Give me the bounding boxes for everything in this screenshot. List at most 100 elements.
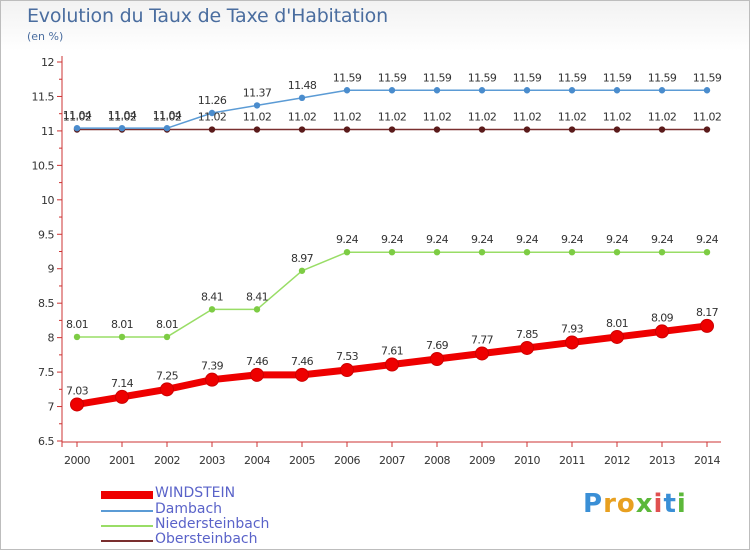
data-label-dambach: 11.59 — [378, 71, 407, 84]
data-label-obersteinbach: 11.02 — [468, 111, 497, 124]
legend-label: WINDSTEIN — [155, 485, 236, 501]
data-point-dambach — [703, 87, 711, 94]
x-tick-label: 2013 — [649, 454, 675, 467]
data-point-niedersteinbach — [613, 248, 621, 256]
data-label-niedersteinbach: 9.24 — [381, 233, 404, 246]
data-point-niedersteinbach — [163, 333, 171, 341]
data-point-dambach — [208, 109, 216, 117]
data-label-windstein: 7.03 — [66, 384, 89, 397]
data-label-dambach: 11.59 — [468, 71, 497, 84]
data-label-windstein: 8.17 — [696, 306, 719, 319]
data-point-obersteinbach — [253, 126, 261, 133]
legend-swatch — [101, 491, 153, 499]
data-label-niedersteinbach: 8.01 — [156, 318, 178, 331]
x-tick-label: 2002 — [154, 454, 180, 467]
data-label-obersteinbach: 11.02 — [558, 111, 587, 124]
y-tick-label: 7.5 — [38, 366, 54, 379]
y-tick-label: 10.5 — [32, 159, 55, 172]
x-tick-label: 2004 — [244, 454, 270, 467]
data-point-windstein — [700, 318, 714, 333]
y-tick-label: 11 — [41, 125, 54, 138]
data-point-dambach — [118, 124, 126, 132]
x-tick-label: 2010 — [514, 454, 540, 467]
data-label-windstein: 8.09 — [651, 311, 674, 324]
data-point-dambach — [298, 94, 306, 102]
data-point-dambach — [433, 87, 441, 94]
y-tick-label: 9.5 — [38, 228, 54, 241]
data-point-windstein — [250, 367, 264, 382]
data-point-obersteinbach — [658, 126, 666, 133]
data-point-dambach — [658, 87, 666, 94]
x-tick-label: 2000 — [64, 454, 90, 467]
data-label-niedersteinbach: 8.41 — [201, 290, 223, 303]
data-point-dambach — [613, 87, 621, 94]
data-label-windstein: 7.14 — [111, 377, 134, 390]
data-label-windstein: 7.39 — [201, 360, 224, 373]
data-label-obersteinbach: 11.02 — [243, 111, 272, 124]
data-label-dambach: 11.59 — [648, 71, 677, 84]
legend-swatch — [101, 525, 153, 527]
data-label-obersteinbach: 11.02 — [513, 111, 542, 124]
legend-label: Obersteinbach — [155, 531, 258, 547]
data-point-niedersteinbach — [118, 333, 126, 341]
data-label-niedersteinbach: 8.01 — [66, 318, 88, 331]
logo-letter: i — [676, 489, 687, 519]
proxiti-logo: Proxiti — [583, 489, 687, 519]
legend-swatch — [101, 510, 153, 512]
data-point-windstein — [475, 346, 489, 361]
data-label-windstein: 8.01 — [606, 317, 628, 330]
data-label-windstein: 7.53 — [336, 350, 359, 363]
x-tick-label: 2005 — [289, 454, 315, 467]
data-label-obersteinbach: 11.02 — [198, 111, 227, 124]
data-point-dambach — [163, 124, 171, 132]
data-point-windstein — [70, 397, 84, 412]
data-point-dambach — [523, 87, 531, 94]
data-label-obersteinbach: 11.02 — [693, 111, 722, 124]
data-label-obersteinbach: 11.02 — [423, 111, 452, 124]
data-point-niedersteinbach — [658, 248, 666, 256]
x-tick-label: 2009 — [469, 454, 495, 467]
data-label-obersteinbach: 11.02 — [378, 111, 407, 124]
data-label-windstein: 7.25 — [156, 369, 179, 382]
data-point-niedersteinbach — [523, 248, 531, 256]
data-label-dambach: 11.59 — [423, 71, 452, 84]
data-point-windstein — [430, 351, 444, 366]
legend-label: Dambach — [155, 501, 223, 517]
data-label-obersteinbach: 11.02 — [333, 111, 362, 124]
y-tick-label: 6.5 — [38, 435, 54, 448]
y-tick-label: 7 — [48, 401, 55, 414]
data-label-niedersteinbach: 9.24 — [426, 233, 449, 246]
legend-label: Niedersteinbach — [155, 516, 270, 532]
data-point-obersteinbach — [343, 126, 351, 133]
data-point-dambach — [568, 87, 576, 94]
x-tick-label: 2006 — [334, 454, 360, 467]
data-point-niedersteinbach — [388, 248, 396, 256]
data-label-obersteinbach: 11.02 — [288, 111, 317, 124]
data-point-obersteinbach — [208, 126, 216, 133]
data-point-windstein — [115, 389, 129, 404]
data-label-windstein: 7.46 — [246, 355, 269, 368]
data-point-obersteinbach — [388, 126, 396, 133]
logo-letter: r — [603, 489, 617, 519]
data-label-dambach: 11.59 — [693, 71, 722, 84]
data-label-obersteinbach: 11.02 — [603, 111, 632, 124]
y-tick-label: 9 — [48, 263, 55, 276]
logo-letter: i — [653, 489, 664, 519]
data-label-windstein: 7.85 — [516, 328, 539, 341]
data-point-niedersteinbach — [478, 248, 486, 256]
data-point-niedersteinbach — [208, 306, 216, 313]
data-label-niedersteinbach: 8.97 — [291, 252, 314, 265]
x-tick-label: 2007 — [379, 454, 405, 467]
data-point-windstein — [655, 324, 669, 339]
data-point-windstein — [520, 340, 534, 355]
y-tick-label: 10 — [41, 194, 54, 207]
data-label-niedersteinbach: 8.41 — [246, 290, 268, 303]
data-label-niedersteinbach: 9.24 — [336, 233, 359, 246]
data-label-dambach: 11.04 — [63, 109, 92, 122]
data-label-niedersteinbach: 8.01 — [111, 318, 133, 331]
data-point-dambach — [343, 87, 351, 94]
x-tick-label: 2003 — [199, 454, 225, 467]
y-tick-label: 12 — [41, 56, 54, 69]
y-tick-label: 8.5 — [38, 297, 54, 310]
data-label-dambach: 11.59 — [333, 71, 362, 84]
